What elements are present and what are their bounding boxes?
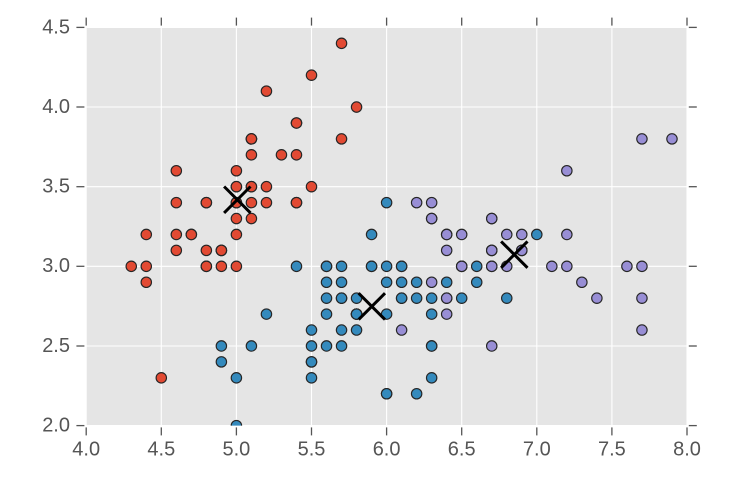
svg-text:2.5: 2.5 bbox=[42, 335, 70, 357]
svg-text:4.0: 4.0 bbox=[72, 438, 100, 460]
svg-text:7.0: 7.0 bbox=[523, 438, 551, 460]
svg-text:3.0: 3.0 bbox=[42, 255, 70, 277]
svg-text:6.0: 6.0 bbox=[373, 438, 401, 460]
svg-text:4.5: 4.5 bbox=[42, 16, 70, 38]
svg-text:2.0: 2.0 bbox=[42, 415, 70, 437]
svg-text:5.5: 5.5 bbox=[298, 438, 326, 460]
svg-text:8.0: 8.0 bbox=[673, 438, 701, 460]
svg-text:4.0: 4.0 bbox=[42, 96, 70, 118]
svg-text:3.5: 3.5 bbox=[42, 176, 70, 198]
svg-text:6.5: 6.5 bbox=[448, 438, 476, 460]
svg-text:7.5: 7.5 bbox=[598, 438, 626, 460]
svg-text:4.5: 4.5 bbox=[147, 438, 175, 460]
svg-text:5.0: 5.0 bbox=[222, 438, 250, 460]
